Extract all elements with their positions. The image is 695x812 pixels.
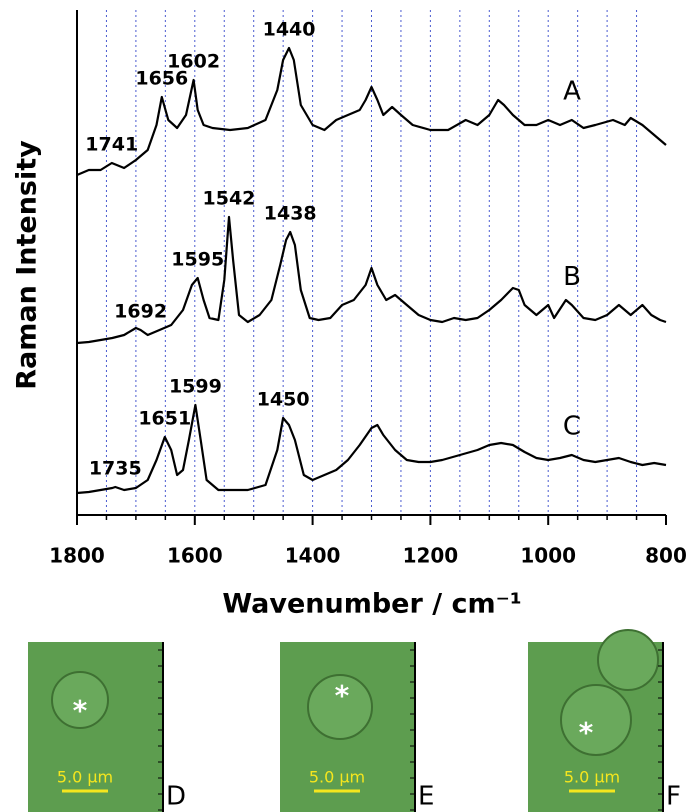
- scale-bar-label: 5.0 μm: [564, 768, 620, 787]
- panel: * 5.0 μm F: [528, 629, 681, 812]
- marker: *: [73, 694, 88, 727]
- scale-bar-label: 5.0 μm: [57, 768, 113, 787]
- cell: [597, 629, 659, 691]
- panel-label: F: [666, 782, 681, 812]
- series-label: C: [563, 412, 581, 442]
- scale-bar-label: 5.0 μm: [309, 768, 365, 787]
- peak-label: 1651: [138, 408, 191, 430]
- peak-label: 1595: [171, 249, 224, 271]
- cell: [51, 671, 109, 729]
- panel-label: E: [418, 782, 434, 812]
- panel: * 5.0 μm D: [28, 642, 186, 812]
- cell: [560, 684, 632, 756]
- x-axis-title: Wavenumber / cm⁻¹: [222, 589, 521, 620]
- peak-label: 1602: [167, 51, 220, 73]
- series-label: A: [563, 77, 581, 107]
- peak-label: 1450: [257, 389, 310, 411]
- y-axis-title: Raman Intensity: [12, 140, 43, 390]
- x-tick-label: 1000: [520, 544, 576, 568]
- peak-label: 1741: [85, 134, 138, 156]
- x-tick-label: 1800: [49, 544, 105, 568]
- x-tick-label: 800: [645, 544, 687, 568]
- panel: * 5.0 μm E: [280, 642, 434, 812]
- series-label: B: [563, 262, 581, 292]
- x-tick-label: 1400: [285, 544, 341, 568]
- marker: *: [579, 716, 594, 749]
- x-tick-label: 1200: [403, 544, 459, 568]
- peak-label: 1599: [169, 376, 222, 398]
- peak-label: 1542: [203, 188, 256, 210]
- peak-label: 1692: [114, 301, 167, 323]
- peak-label: 1440: [263, 19, 316, 41]
- peak-label: 1735: [89, 458, 142, 480]
- x-tick-label: 1600: [167, 544, 223, 568]
- peak-label: 1656: [135, 68, 188, 90]
- panel-label: D: [166, 782, 186, 812]
- peak-label: 1438: [264, 203, 317, 225]
- spectrum-line: [76, 403, 667, 495]
- panel-edges: [158, 642, 664, 812]
- micrograph: [28, 642, 163, 812]
- cell: [307, 674, 373, 740]
- spectrum-line: [76, 215, 667, 345]
- marker: *: [335, 679, 350, 712]
- spectrum-line: [76, 46, 667, 177]
